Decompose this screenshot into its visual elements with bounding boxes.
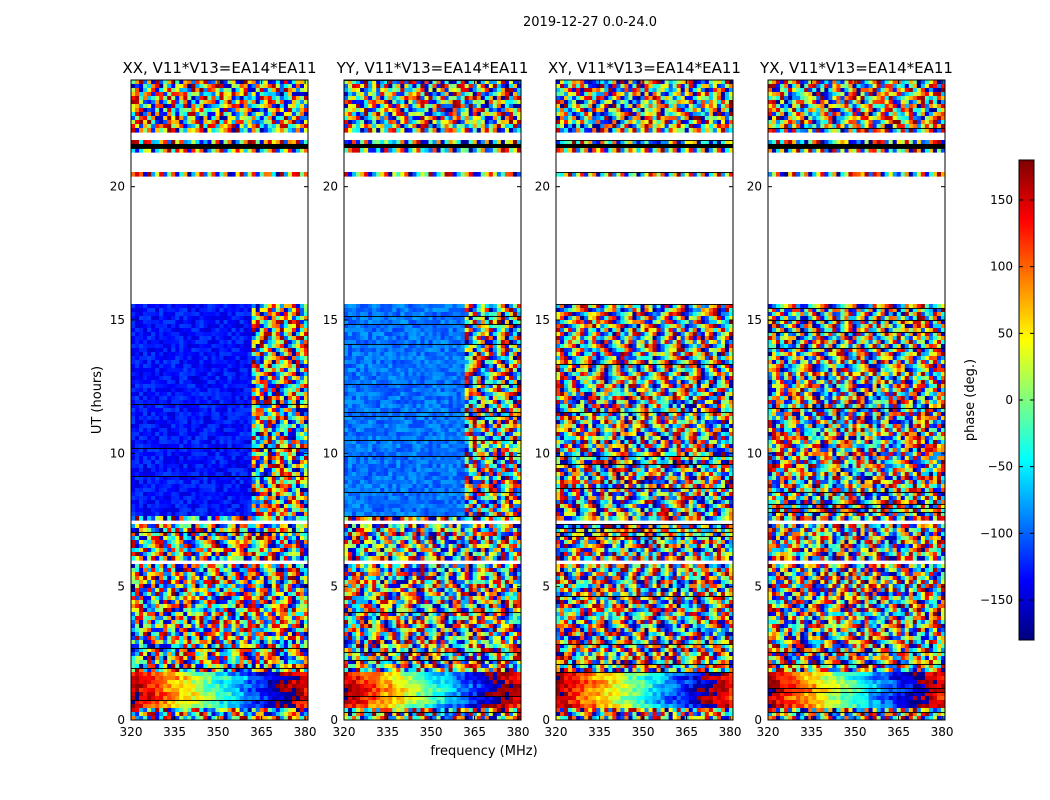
phase-heatmap <box>344 80 521 720</box>
y-tick-label: 5 <box>330 580 338 594</box>
colorbar-label: phase (deg.) <box>963 359 978 441</box>
panels: XX, V11*V13=EA14*EA11 320 335 350 365 380 0 5 10… <box>110 59 954 739</box>
colorbar-tick-label: −50 <box>988 460 1013 474</box>
y-tick-label: 20 <box>323 180 338 194</box>
x-tick-label: 365 <box>675 725 698 739</box>
x-tick-label: 335 <box>588 725 611 739</box>
phase-heatmap <box>768 80 945 720</box>
x-tick-label: 320 <box>545 725 568 739</box>
x-tick-label: 350 <box>420 725 443 739</box>
x-tick-label: 365 <box>463 725 486 739</box>
y-tick-label: 15 <box>323 313 338 327</box>
phase-heatmap <box>556 80 733 720</box>
panel-title: XY, V11*V13=EA14*EA11 <box>548 59 741 77</box>
x-tick-label: 365 <box>887 725 910 739</box>
x-tick-label: 320 <box>757 725 780 739</box>
x-tick-label: 320 <box>333 725 356 739</box>
y-tick-label: 10 <box>535 446 550 460</box>
x-tick-label: 380 <box>719 725 742 739</box>
y-tick-label: 5 <box>117 580 125 594</box>
panel-frame <box>555 79 734 721</box>
x-axis-label: frequency (MHz) <box>430 744 537 759</box>
panel-2: YY, V11*V13=EA14*EA11 320 335 350 365 380 0 5 10… <box>323 59 530 739</box>
panel-frame <box>767 79 946 721</box>
panel-frame <box>130 79 309 721</box>
colorbar-tick-label: −150 <box>980 593 1013 607</box>
x-tick-label: 380 <box>507 725 530 739</box>
y-axis-label: UT (hours) <box>90 366 105 434</box>
x-tick-label: 350 <box>844 725 867 739</box>
y-tick-label: 5 <box>542 580 550 594</box>
colorbar-tick-label: 100 <box>990 260 1013 274</box>
panel-frame <box>343 79 522 721</box>
y-tick-label: 5 <box>754 580 762 594</box>
y-tick-label: 20 <box>535 180 550 194</box>
colorbar: 150 100 50 0 −50 −100 −150 phase (deg.) <box>963 159 1035 641</box>
y-tick-label: 0 <box>117 713 125 727</box>
panel-title: YX, V11*V13=EA14*EA11 <box>759 59 953 77</box>
y-tick-label: 15 <box>110 313 125 327</box>
y-tick-label: 15 <box>535 313 550 327</box>
colorbar-tick-label: 150 <box>990 193 1013 207</box>
x-tick-label: 350 <box>632 725 655 739</box>
figure-title: 2019-12-27 0.0-24.0 <box>523 15 657 30</box>
panel-4: YX, V11*V13=EA14*EA11 320 335 350 365 380 0 5 10… <box>747 59 954 739</box>
x-tick-label: 380 <box>294 725 317 739</box>
y-tick-label: 10 <box>323 446 338 460</box>
y-tick-label: 15 <box>747 313 762 327</box>
x-tick-label: 335 <box>376 725 399 739</box>
y-tick-label: 10 <box>110 446 125 460</box>
panel-3: XY, V11*V13=EA14*EA11 320 335 350 365 380 0 5 10… <box>535 59 742 739</box>
x-tick-label: 320 <box>120 725 143 739</box>
panel-title: XX, V11*V13=EA14*EA11 <box>122 59 316 77</box>
y-tick-label: 10 <box>747 446 762 460</box>
panel-title: YY, V11*V13=EA14*EA11 <box>336 59 529 77</box>
x-tick-label: 380 <box>931 725 954 739</box>
y-tick-label: 0 <box>542 713 550 727</box>
x-tick-label: 350 <box>207 725 230 739</box>
colorbar-tick-label: 50 <box>998 326 1013 340</box>
phase-heatmap <box>131 80 308 720</box>
colorbar-tick-label: 0 <box>1005 393 1013 407</box>
panel-1: XX, V11*V13=EA14*EA11 320 335 350 365 380 0 5 10… <box>110 59 317 739</box>
y-tick-label: 20 <box>110 180 125 194</box>
x-tick-label: 335 <box>800 725 823 739</box>
x-tick-label: 335 <box>163 725 186 739</box>
y-tick-label: 0 <box>330 713 338 727</box>
x-tick-label: 365 <box>250 725 273 739</box>
y-tick-label: 20 <box>747 180 762 194</box>
y-tick-label: 0 <box>754 713 762 727</box>
colorbar-tick-label: −100 <box>980 526 1013 540</box>
